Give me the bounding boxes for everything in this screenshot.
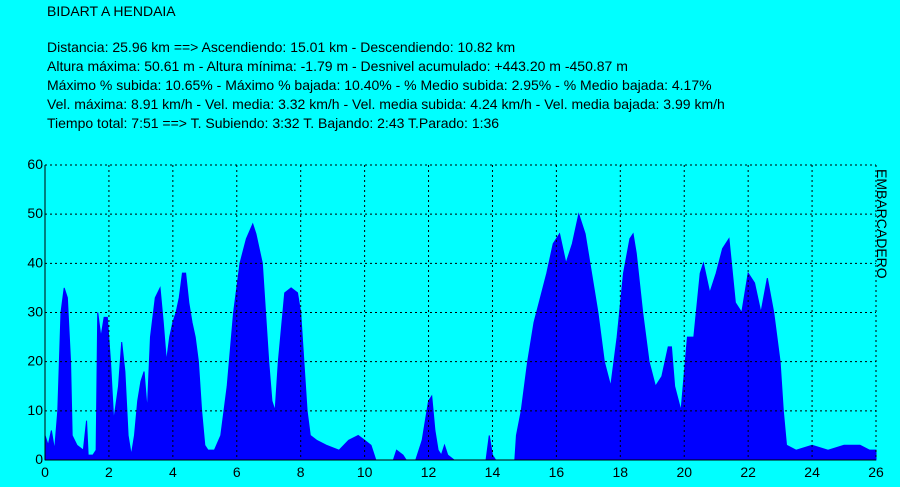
info-line: Máximo % subida: 10.65% - Máximo % bajad… (47, 77, 712, 93)
x-tick-label: 6 (233, 464, 241, 480)
x-tick-label: 20 (676, 464, 692, 480)
info-line: Vel. máxima: 8.91 km/h - Vel. media: 3.3… (47, 96, 725, 112)
x-tick-label: 2 (105, 464, 113, 480)
y-tick-label: 0 (35, 451, 43, 467)
annotation: EMBARCADERO (874, 169, 890, 279)
x-tick-label: 24 (804, 464, 820, 480)
y-tick-label: 60 (27, 156, 43, 172)
info-line: Tiempo total: 7:51 ==> T. Subiendo: 3:32… (47, 115, 499, 131)
y-tick-label: 50 (27, 205, 43, 221)
x-tick-label: 12 (421, 464, 437, 480)
x-tick-label: 18 (613, 464, 629, 480)
elevation-area (44, 212, 877, 461)
y-tick-label: 30 (27, 304, 43, 320)
x-tick-label: 14 (485, 464, 501, 480)
chart-title: BIDART A HENDAIA (47, 3, 176, 19)
x-tick-label: 8 (297, 464, 305, 480)
x-tick-label: 16 (549, 464, 565, 480)
y-tick-label: 40 (27, 254, 43, 270)
y-tick-label: 10 (27, 402, 43, 418)
x-tick-label: 10 (357, 464, 373, 480)
x-tick-label: 4 (169, 464, 177, 480)
y-tick-label: 20 (27, 353, 43, 369)
x-tick-label: 22 (740, 464, 756, 480)
x-tick-label: 0 (41, 464, 49, 480)
info-line: Altura máxima: 50.61 m - Altura mínima: … (47, 58, 628, 74)
info-line: Distancia: 25.96 km ==> Ascendiendo: 15.… (47, 39, 515, 55)
x-tick-label: 26 (868, 464, 884, 480)
